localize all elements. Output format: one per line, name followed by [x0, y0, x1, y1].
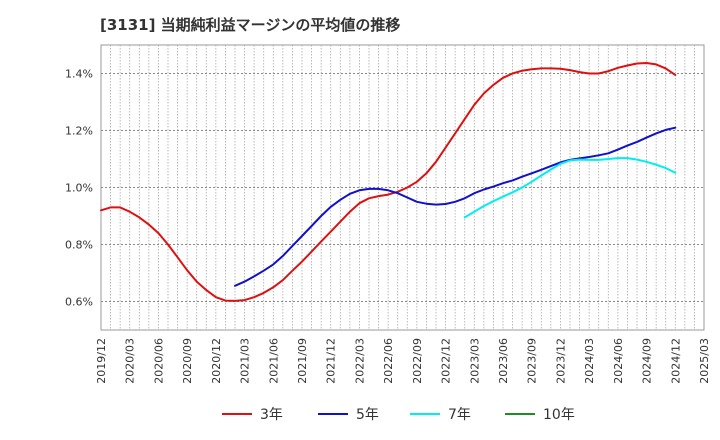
x-tick-label: 2023/09 [526, 338, 539, 384]
legend-label: 3年 [260, 407, 283, 423]
y-tick-label: 1.4% [65, 68, 93, 81]
x-tick-label: 2021/03 [239, 338, 252, 384]
series-line [100, 62, 677, 302]
x-tick-label: 2021/12 [325, 338, 338, 384]
x-tick-label: 2020/03 [124, 338, 137, 384]
x-tick-label: 2020/09 [181, 338, 194, 384]
y-axis-ticks: 0.6% 0.8% 1.0% 1.2% 1.4% [65, 68, 93, 309]
y-tick-label: 0.6% [65, 296, 93, 309]
series-line [234, 126, 677, 287]
y-tick-label: 1.0% [65, 182, 93, 195]
legend-label: 5年 [356, 407, 379, 423]
legend-label: 10年 [543, 407, 575, 423]
x-tick-label: 2022/12 [440, 338, 453, 384]
x-tick-label: 2024/12 [669, 338, 682, 384]
x-tick-label: 2022/06 [382, 338, 395, 384]
legend: 3年 5年 7年 10年 [222, 407, 575, 423]
x-tick-label: 2021/06 [267, 338, 280, 384]
x-tick-label: 2020/06 [152, 338, 165, 384]
x-tick-label: 2022/03 [353, 338, 366, 384]
series-line [463, 157, 677, 219]
y-tick-label: 0.8% [65, 239, 93, 252]
x-tick-label: 2021/09 [296, 338, 309, 384]
x-tick-label: 2023/06 [497, 338, 510, 384]
x-tick-label: 2024/03 [583, 338, 596, 384]
y-tick-label: 1.2% [65, 125, 93, 138]
x-tick-label: 2024/09 [641, 338, 654, 384]
x-tick-label: 2025/03 [698, 338, 711, 384]
x-tick-label: 2024/06 [612, 338, 625, 384]
series-lines [100, 62, 677, 302]
x-tick-label: 2023/12 [554, 338, 567, 384]
legend-label: 7年 [448, 407, 471, 423]
x-axis-ticks: 2019/12 2020/03 2020/06 2020/09 2020/12 2021/… [95, 338, 711, 384]
x-tick-label: 2023/03 [468, 338, 481, 384]
chart-title: [3131] 当期純利益マージンの平均値の推移 [100, 16, 401, 34]
horizontal-grid [101, 73, 704, 302]
x-tick-label: 2022/09 [411, 338, 424, 384]
x-tick-label: 2020/12 [210, 338, 223, 384]
x-tick-label: 2019/12 [95, 338, 108, 384]
